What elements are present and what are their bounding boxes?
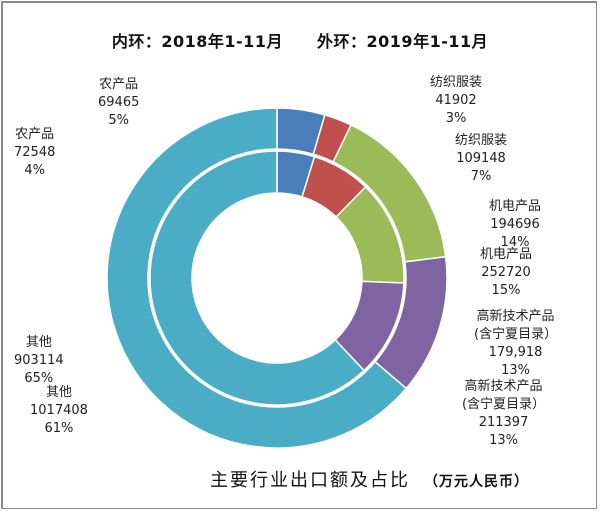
label-value: 194696	[490, 217, 540, 232]
label-inner-electro: 机电产品 194696 14%	[489, 198, 541, 252]
label-value: 1017408	[30, 403, 88, 418]
label-value: 69465	[98, 95, 140, 110]
label-name: 农产品	[99, 77, 139, 92]
label-value: 903114	[14, 353, 64, 368]
label-inner-other: 其他 903114 65%	[14, 334, 64, 388]
label-percent: 4%	[24, 163, 45, 178]
chart-title: 主要行业出口额及占比 （万元人民币）	[210, 466, 529, 492]
label-outer-hightech: 高新技术产品 (含宁夏目录） 211397 13%	[462, 378, 545, 450]
slice-inner-4	[149, 150, 366, 406]
label-percent: 13%	[489, 433, 518, 448]
label-name-sub: (含宁夏目录）	[474, 327, 558, 342]
label-name: 纺织服装	[430, 75, 483, 90]
label-outer-textile: 纺织服装 41902 3%	[430, 74, 482, 128]
label-name: 纺织服装	[455, 133, 508, 148]
label-percent: 7%	[470, 169, 492, 184]
label-inner-textile: 纺织服装 109148 7%	[455, 132, 507, 186]
label-name: 高新技术产品	[476, 309, 555, 324]
label-name: 农产品	[15, 127, 55, 142]
label-outer-agri: 农产品 72548 4%	[14, 126, 55, 180]
label-name: 机电产品	[480, 247, 533, 262]
label-value: 179,918	[488, 345, 543, 360]
chart-title-text: 主要行业出口额及占比	[210, 470, 410, 491]
outer-ring-label: 外环：2019年1-11月	[317, 32, 489, 51]
label-outer-other: 其他 1017408 61%	[30, 384, 88, 438]
label-name: 其他	[25, 335, 52, 350]
label-value: 72548	[14, 145, 56, 160]
label-percent: 13%	[501, 363, 530, 378]
label-name-sub: (含宁夏目录）	[462, 397, 546, 412]
label-percent: 61%	[44, 421, 74, 436]
label-name: 高新技术产品	[464, 379, 543, 394]
label-value: 211397	[478, 415, 529, 430]
label-percent: 3%	[445, 111, 467, 126]
label-percent: 5%	[108, 113, 129, 128]
label-value: 41902	[435, 93, 477, 108]
inner-ring-label: 内环：2018年1-11月	[111, 32, 283, 51]
label-percent: 65%	[24, 371, 54, 386]
label-outer-electro: 机电产品 252720 15%	[480, 246, 532, 300]
label-inner-hightech: 高新技术产品 (含宁夏目录） 179,918 13%	[474, 308, 557, 380]
ring-legend: 内环：2018年1-11月 外环：2019年1-11月	[0, 28, 600, 52]
label-value: 252720	[481, 265, 531, 280]
label-value: 109148	[456, 151, 506, 166]
chart-unit: （万元人民币）	[424, 474, 529, 490]
slice-outer-4	[106, 107, 408, 449]
label-name: 机电产品	[489, 199, 542, 214]
label-inner-agri: 农产品 69465 5%	[98, 76, 139, 130]
label-percent: 15%	[491, 283, 521, 298]
label-percent: 14%	[500, 235, 530, 250]
label-name: 其他	[45, 385, 72, 400]
